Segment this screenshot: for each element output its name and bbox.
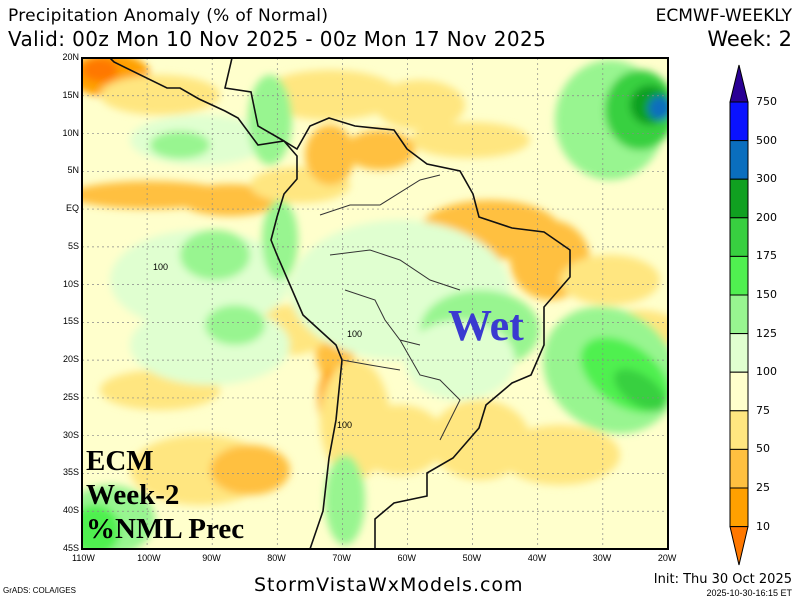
longitude-label: 40W (527, 553, 547, 563)
longitude-label: 110W (72, 553, 95, 563)
longitude-label: 60W (397, 553, 417, 563)
latitude-label: 40S (62, 505, 79, 516)
colorbar-segment (729, 487, 749, 528)
latitude-label: 5N (67, 165, 79, 176)
longitude-label: 80W (267, 553, 286, 563)
colorbar-segment (729, 294, 749, 335)
longitude-label: 30W (592, 553, 612, 563)
latitude-label: 25S (62, 391, 79, 402)
latitude-label: 15N (62, 89, 79, 100)
contour-label: 100 (347, 329, 363, 339)
map-frame (81, 57, 669, 550)
latitude-label: 15S (62, 316, 79, 327)
colorbar-level-label: 50 (756, 442, 770, 456)
contour-label: 100 (153, 262, 169, 272)
model-annotation: ECM Week-2 %NML Prec (86, 444, 244, 546)
colorbar-segment (729, 140, 749, 180)
graticule (82, 58, 668, 549)
south-america-outline (109, 58, 571, 549)
colorbar-segment (729, 101, 749, 142)
longitude-label: 70W (332, 553, 351, 563)
contour-label: 100 (337, 420, 353, 430)
colorbar-bottom-arrow (729, 526, 749, 566)
valid-period: Valid: 00z Mon 10 Nov 2025 - 00z Mon 17 … (8, 27, 547, 51)
site-name: StormVistaWxModels.com (254, 574, 524, 596)
latitude-label: 10S (62, 278, 79, 289)
colorbar-level-label: 25 (756, 481, 770, 494)
colorbar-segment (729, 410, 749, 450)
annotation-line: %NML Prec (86, 513, 245, 545)
longitude-label: 50W (462, 553, 482, 563)
colorbar-level-label: 500 (756, 133, 777, 147)
country-borders (319, 174, 461, 441)
latitude-label: 30S (62, 429, 79, 440)
latitude-label: 10N (62, 127, 79, 138)
latitude-label: 5S (67, 240, 79, 251)
anomaly-field (82, 58, 668, 549)
colorbar-segment (729, 371, 749, 412)
grads-credit: GrADS: COLA/IGES (3, 586, 76, 595)
longitude-label: 90W (202, 553, 221, 563)
longitude-label: 100W (137, 553, 161, 563)
latitude-label: 20S (62, 354, 79, 365)
colorbar-level-label: 75 (756, 403, 770, 417)
longitude-label: 20W (657, 553, 677, 563)
model-name: ECMWF-WEEKLY (655, 6, 792, 26)
colorbar-level-label: 200 (756, 210, 777, 224)
colorbar-segment (729, 255, 749, 296)
colorbar-level-label: 175 (756, 249, 777, 263)
init-time: Init: Thu 30 Oct 2025 (653, 572, 792, 587)
colorbar-level-label: 10 (756, 519, 770, 533)
colorbar-top-arrow (729, 64, 749, 103)
week-label: Week: 2 (707, 27, 792, 51)
colorbar-level-label: 150 (756, 288, 777, 301)
colorbar-level-label: 300 (756, 172, 777, 186)
latitude-label: EQ (65, 203, 79, 214)
colorbar-segment (729, 448, 749, 489)
latitude-label: 35S (62, 467, 79, 478)
generated-timestamp: 2025-10-30-16:15 ET (706, 588, 792, 598)
annotation-line: Week-2 (86, 479, 180, 511)
colorbar-level-label: 125 (756, 326, 777, 340)
annotation-line: ECM (86, 445, 154, 477)
colorbar-segment (729, 217, 749, 257)
latitude-label: 45S (62, 543, 79, 553)
colorbar-level-label: 750 (756, 95, 777, 108)
colorbar-segment (729, 333, 749, 373)
colorbar-segment (729, 178, 749, 219)
latitude-label: 20N (62, 52, 79, 62)
map-title: Precipitation Anomaly (% of Normal) (8, 6, 329, 26)
wet-annotation: Wet (448, 301, 524, 350)
colorbar-level-label: 100 (756, 365, 777, 379)
colorbar (729, 64, 749, 566)
